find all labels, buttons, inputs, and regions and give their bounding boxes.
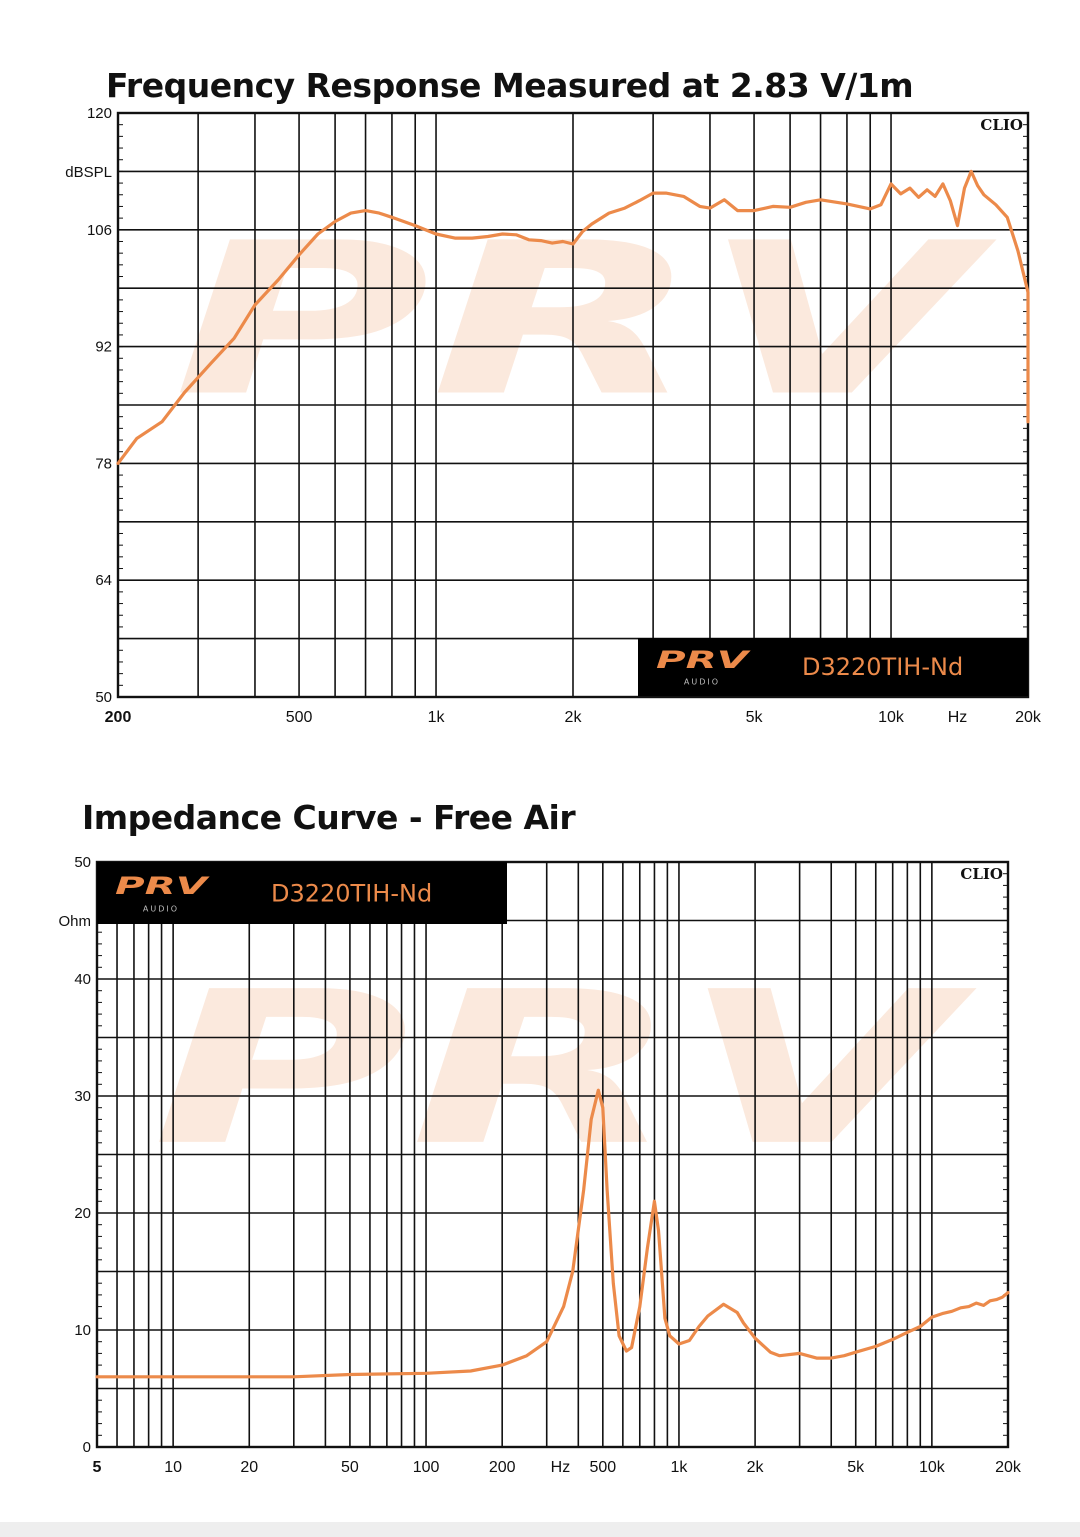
impedance-curve-title: Impedance Curve - Free Air [82,798,576,837]
x-tick-label: 500 [589,1459,616,1476]
y-tick-label: 120 [87,105,112,122]
badge-background [97,862,507,924]
clio-label: CLIO [960,865,1003,883]
x-tick-label: 5 [93,1459,102,1476]
watermark-text: PRV [173,198,998,443]
y-axis-label: Ohm [58,913,91,930]
badge-model: D3220TIH-Nd [802,653,963,681]
x-tick-label: 200 [105,709,132,726]
y-tick-label: 20 [74,1205,91,1222]
x-tick-label: 2k [565,709,583,726]
x-tick-labels: 5 10 20 50 100 200 500 1k 2k 5k 10k 20k [93,1459,1022,1476]
x-tick-label: 10k [878,709,905,726]
x-tick-label: 1k [671,1459,689,1476]
y-tick-labels: 50 40 30 20 10 0 [74,854,91,1456]
y-tick-label: 78 [95,455,112,472]
x-tick-label: 10 [164,1459,182,1476]
badge-logo: PRV [656,646,752,674]
badge-background [638,638,1028,696]
x-axis-unit-label: Hz [948,709,968,726]
y-tick-label: 50 [95,689,112,706]
y-tick-label: 0 [83,1439,91,1456]
x-tick-label: 5k [746,709,764,726]
response-curve [95,1088,1010,1379]
watermark-logo: PRV [173,198,998,443]
x-tick-label: 20 [240,1459,258,1476]
brand-badge: PRV AUDIO D3220TIH-Nd [97,862,507,924]
frequency-response-title: Frequency Response Measured at 2.83 V/1m [106,66,914,105]
x-tick-label: 200 [489,1459,516,1476]
page-bottom-strip [0,1522,1080,1537]
y-tick-label: 92 [95,339,112,356]
plot-frame [95,860,1010,1449]
response-curve [116,169,1030,465]
x-tick-labels: 200 500 1k 2k 5k 10k 20k [105,709,1042,726]
x-tick-label: 50 [341,1459,359,1476]
clio-label: CLIO [980,116,1023,134]
x-axis-unit-label: Hz [551,1459,571,1476]
y-tick-label: 64 [95,572,112,589]
brand-badge: PRV AUDIO D3220TIH-Nd [638,638,1028,696]
badge-logo-sub: AUDIO [143,905,179,914]
watermark-text: PRV [152,946,978,1192]
badge-logo-sub: AUDIO [684,677,720,686]
watermark-logo: PRV [152,946,978,1192]
badge-model: D3220TIH-Nd [271,880,432,908]
frequency-response-chart: PRV CLIO PRV AUDIO D3220TIH-Nd 120 106 92 78 64 50… [65,105,1042,726]
y-axis-label: dBSPL [65,164,112,181]
x-tick-label: 1k [428,709,446,726]
x-tick-label: 100 [413,1459,440,1476]
x-tick-label: 500 [286,709,313,726]
x-tick-label: 20k [1015,709,1042,726]
x-tick-label: 10k [919,1459,946,1476]
y-tick-label: 10 [74,1322,91,1339]
x-tick-label: 5k [847,1459,865,1476]
y-tick-label: 50 [74,854,91,871]
y-tick-label: 30 [74,1088,91,1105]
y-tick-label: 40 [74,971,91,988]
badge-logo: PRV [115,872,211,900]
y-tick-labels: 120 106 92 78 64 50 [87,105,112,706]
x-tick-label: 2k [747,1459,765,1476]
y-tick-label: 106 [87,222,112,239]
x-tick-label: 20k [995,1459,1022,1476]
